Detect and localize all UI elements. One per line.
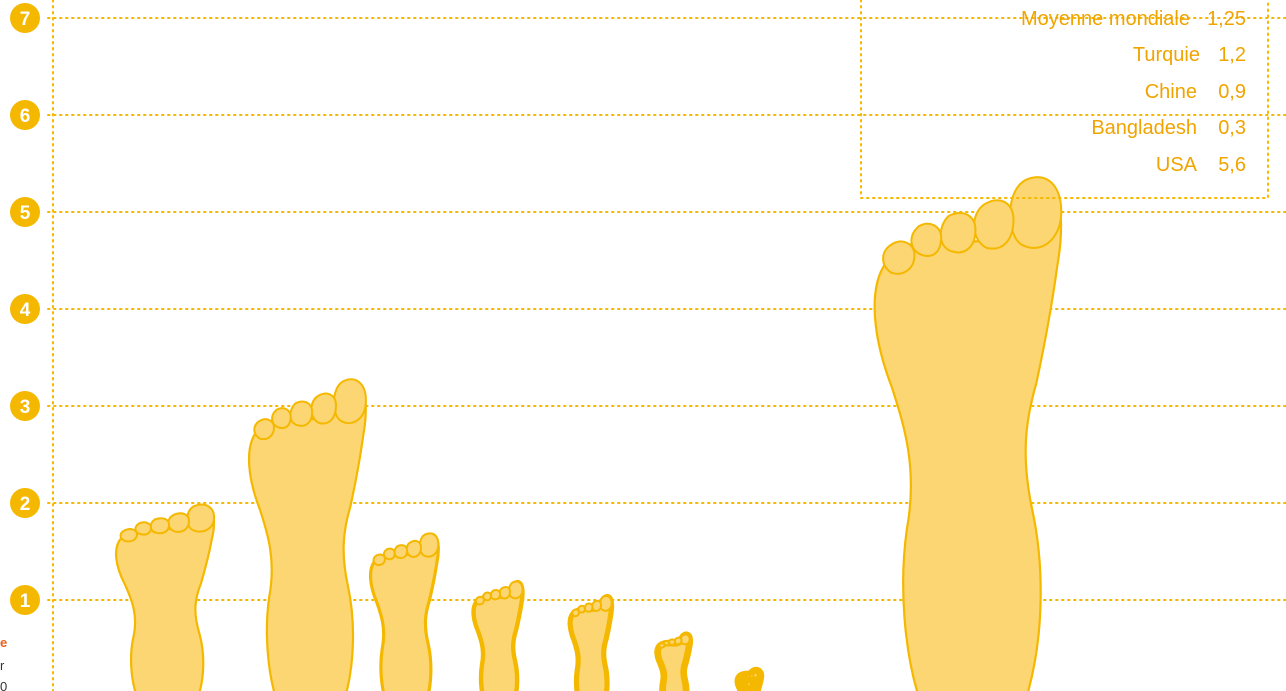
foot-toe-3 <box>151 518 169 533</box>
legend-border <box>860 0 1269 199</box>
side-note-line-2: r <box>0 658 5 673</box>
footprint-2 <box>249 379 366 691</box>
y-tick-badge-1 <box>10 585 40 615</box>
footprint-4 <box>474 582 523 691</box>
foot-toe-2 <box>407 541 421 557</box>
legend-value-turquie: 1,2 <box>1218 44 1246 66</box>
y-tick-label-4: 4 <box>20 300 31 321</box>
foot-toe-5 <box>659 643 664 647</box>
legend: Moyenne mondiale 1,25 Turquie 1,2 Chine … <box>860 0 1269 199</box>
legend-value-bangladesh: 0,3 <box>1218 117 1246 139</box>
foot-toe-3 <box>491 590 500 599</box>
side-note-line-1: e <box>0 635 7 650</box>
legend-label-turquie: Turquie <box>1133 44 1200 66</box>
legend-value-usa: 5,6 <box>1218 154 1246 176</box>
y-tick-badge-3 <box>10 391 40 421</box>
footprint-5 <box>570 596 611 691</box>
foot-toe-1 <box>509 582 522 599</box>
legend-label-bangladesh: Bangladesh <box>1091 117 1197 139</box>
y-tick-badge-5 <box>10 197 40 227</box>
foot-toe-5 <box>254 419 274 439</box>
foot-toe-2 <box>168 513 189 531</box>
foot-toe-4 <box>911 224 941 256</box>
foot-toe-1 <box>420 533 439 556</box>
foot-toe-1 <box>334 379 366 423</box>
y-tick-badge-4 <box>10 294 40 324</box>
footprint-7 <box>741 673 758 691</box>
footprint-marks <box>116 177 1061 691</box>
foot-toe-2 <box>974 200 1013 248</box>
grid-lines <box>47 17 1286 601</box>
foot-toe-3 <box>941 213 976 252</box>
foot-toe-3 <box>585 604 593 612</box>
foot-toe-5 <box>121 529 138 541</box>
foot-toe-2 <box>500 587 510 598</box>
foot-toe-5 <box>883 242 914 274</box>
foot-toe-5 <box>572 609 579 616</box>
y-tick-label-5: 5 <box>20 203 31 224</box>
foot-toe-3 <box>290 402 312 426</box>
y-tick-label-2: 2 <box>20 494 31 515</box>
legend-value-chine: 0,9 <box>1218 81 1246 103</box>
foot-toe-1 <box>1010 177 1061 248</box>
side-note-line-3: 0 <box>0 679 7 691</box>
legend-label-usa: USA <box>1156 154 1198 176</box>
foot-toe-5 <box>374 554 385 565</box>
y-tick-badge-7 <box>10 3 40 33</box>
y-tick-badge-6 <box>10 100 40 130</box>
y-tick-label-3: 3 <box>20 397 31 418</box>
footprint-3 <box>371 533 439 691</box>
legend-label-chine: Chine <box>1145 81 1197 103</box>
y-tick-label-1: 1 <box>20 591 31 612</box>
foot-toe-2 <box>592 601 601 611</box>
foot-toe-2 <box>311 394 336 424</box>
footprint-1 <box>116 505 214 691</box>
foot-toe-1 <box>600 596 611 611</box>
footprint-6 <box>658 634 690 691</box>
legend-value-world: 1,25 <box>1207 8 1246 30</box>
foot-toe-1 <box>187 505 214 532</box>
y-tick-label-6: 6 <box>20 106 31 127</box>
foot-toe-5 <box>742 677 745 679</box>
foot-toe-4 <box>272 408 291 428</box>
y-tick-label-7: 7 <box>20 9 31 30</box>
footprint-8 <box>875 177 1062 691</box>
legend-label-world: Moyenne mondiale <box>1021 8 1190 30</box>
y-tick-badge-2 <box>10 488 40 518</box>
y-axis: 1 2 3 4 5 6 7 <box>10 0 54 691</box>
foot-toe-5 <box>476 597 484 605</box>
foot-toe-3 <box>395 545 408 558</box>
